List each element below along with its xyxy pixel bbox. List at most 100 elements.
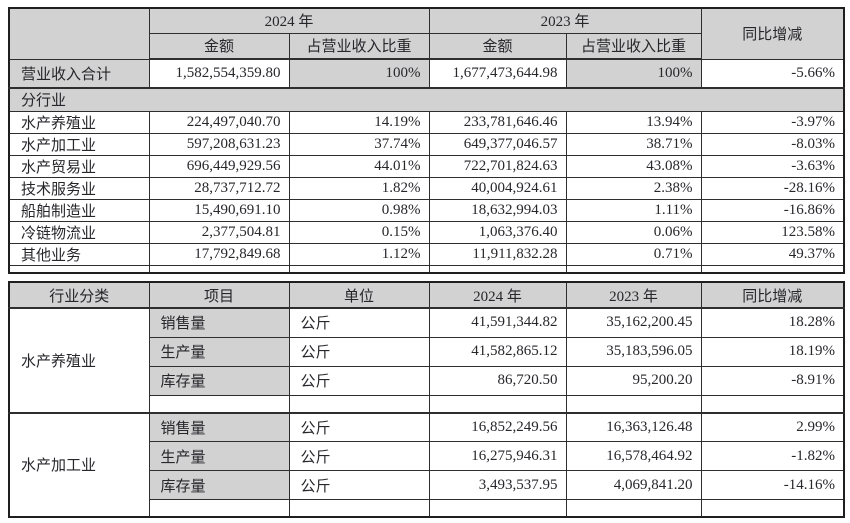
table-row: 冷链物流业 2,377,504.81 0.15% 1,063,376.40 0.… (8, 220, 845, 244)
year-2023-header: 2023 年 (428, 7, 702, 34)
share-2023: 0.06% (565, 220, 702, 244)
table-row: 库存量 公斤 3,493,537.95 4,069,841.20 -14.16% (9, 470, 845, 500)
amount-2024: 17,792,849.68 (148, 242, 290, 266)
yoy-value: -1.82% (700, 441, 845, 471)
yoy-value: 2.99% (700, 411, 845, 442)
share-2024: 1.12% (288, 242, 430, 266)
item-label: 库存量 (148, 365, 290, 396)
share-2024: 0.98% (288, 198, 430, 222)
share-2023: 13.94% (565, 110, 702, 134)
amount-2023: 1,063,376.40 (428, 220, 567, 244)
unit-value: 公斤 (288, 441, 430, 471)
share-2023: 2.38% (565, 176, 702, 200)
year-2024-header: 2024 年 (148, 7, 430, 34)
item-label: 生产量 (148, 336, 290, 367)
amount-2023: 722,701,824.63 (428, 154, 567, 178)
table-row: 生产量 公斤 16,275,946.31 16,578,464.92 -1.82… (9, 441, 845, 471)
value-2023: 16,363,126.48 (565, 411, 702, 442)
table-row: 其他业务 17,792,849.68 1.12% 11,911,832.28 0… (8, 242, 845, 266)
table-row: 水产加工业 597,208,631.23 37.74% 649,377,046.… (8, 132, 845, 156)
value-2024: 16,852,249.56 (428, 411, 567, 442)
amount-2024-header: 金额 (148, 32, 290, 60)
unit-value: 公斤 (288, 411, 430, 442)
industry-group-label: 水产养殖业 (8, 307, 150, 413)
value-2023: 35,183,596.05 (565, 336, 702, 367)
value-2024: 3,493,537.95 (428, 470, 567, 500)
amount-2023: 233,781,646.46 (428, 110, 567, 134)
table-row: 水产养殖业 224,497,040.70 14.19% 233,781,646.… (8, 110, 845, 134)
section-row: 分行业 (8, 87, 845, 112)
year-2023-header: 2023 年 (565, 281, 702, 309)
amount-2024: 2,377,504.81 (148, 220, 290, 244)
share-2023: 38.71% (565, 132, 702, 156)
yoy-value: -8.03% (700, 132, 845, 156)
row-label: 技术服务业 (8, 176, 150, 200)
item-label: 销售量 (148, 307, 290, 338)
table-row: 生产量 公斤 41,582,865.12 35,183,596.05 18.19… (9, 336, 845, 367)
amount-2024: 696,449,929.56 (148, 154, 290, 178)
row-label: 水产贸易业 (8, 154, 150, 178)
amount-2024: 597,208,631.23 (148, 132, 290, 156)
table-row: 库存量 公斤 86,720.50 95,200.20 -8.91% (9, 365, 845, 396)
industry-group-label: 水产加工业 (8, 411, 150, 518)
yoy-value: -3.97% (700, 110, 845, 134)
item-header: 项目 (148, 281, 290, 309)
section-label: 分行业 (8, 87, 845, 112)
year-2024-header: 2024 年 (428, 281, 567, 309)
empty-row (9, 499, 845, 518)
total-revenue-row: 营业收入合计 1,582,554,359.80 100% 1,677,473,6… (8, 58, 845, 89)
amount-2024: 15,490,691.10 (148, 198, 290, 222)
table-row: 技术服务业 28,737,712.72 1.82% 40,004,924.61 … (8, 176, 845, 200)
yoy-value: 18.19% (700, 336, 845, 367)
yoy-value: -3.63% (700, 154, 845, 178)
row-label: 水产加工业 (8, 132, 150, 156)
share-2023: 1.11% (565, 198, 702, 222)
value-2023: 16,578,464.92 (565, 441, 702, 471)
value-2024: 16,275,946.31 (428, 441, 567, 471)
empty-row (9, 394, 845, 413)
share-2024: 100% (288, 58, 430, 89)
share-2023: 43.08% (565, 154, 702, 178)
share-2024-header: 占营业收入比重 (288, 32, 430, 60)
share-2024: 1.82% (288, 176, 430, 200)
yoy-header: 同比增减 (700, 7, 845, 60)
industry-header: 行业分类 (8, 281, 150, 309)
amount-2023-header: 金额 (428, 32, 567, 60)
amount-2024: 1,582,554,359.80 (148, 58, 290, 89)
value-2024: 41,582,865.12 (428, 336, 567, 367)
item-label: 销售量 (148, 411, 290, 442)
yoy-value: -14.16% (700, 470, 845, 500)
unit-header: 单位 (288, 281, 430, 309)
value-2023: 35,162,200.45 (565, 307, 702, 338)
yoy-value: -16.86% (700, 198, 845, 222)
unit-value: 公斤 (288, 365, 430, 396)
yoy-value: -28.16% (700, 176, 845, 200)
share-2023: 0.71% (565, 242, 702, 266)
value-2023: 95,200.20 (565, 365, 702, 396)
share-2023-header: 占营业收入比重 (565, 32, 702, 60)
item-label: 库存量 (148, 470, 290, 500)
value-2024: 86,720.50 (428, 365, 567, 396)
yoy-value: 18.28% (700, 307, 845, 338)
table-row: 船舶制造业 15,490,691.10 0.98% 18,632,994.03 … (8, 198, 845, 222)
table-row: 水产贸易业 696,449,929.56 44.01% 722,701,824.… (8, 154, 845, 178)
amount-2023: 649,377,046.57 (428, 132, 567, 156)
unit-value: 公斤 (288, 470, 430, 500)
row-label: 其他业务 (8, 242, 150, 266)
value-2023: 4,069,841.20 (565, 470, 702, 500)
row-label: 冷链物流业 (8, 220, 150, 244)
volume-by-industry-table: 行业分类 项目 单位 2024 年 2023 年 同比增减 水产养殖业 销售量 … (8, 281, 845, 518)
table-row: 水产养殖业 销售量 公斤 41,591,344.82 35,162,200.45… (8, 307, 845, 413)
value-2024: 41,591,344.82 (428, 307, 567, 338)
amount-2024: 224,497,040.70 (148, 110, 290, 134)
yoy-value: 49.37% (700, 242, 845, 266)
yoy-value: 123.58% (700, 220, 845, 244)
unit-value: 公斤 (288, 336, 430, 367)
yoy-header: 同比增减 (700, 281, 845, 309)
share-2024: 37.74% (288, 132, 430, 156)
share-2023: 100% (565, 58, 702, 89)
empty-row (8, 264, 845, 273)
amount-2023: 11,911,832.28 (428, 242, 567, 266)
amount-2023: 1,677,473,644.98 (428, 58, 567, 89)
amount-2023: 40,004,924.61 (428, 176, 567, 200)
